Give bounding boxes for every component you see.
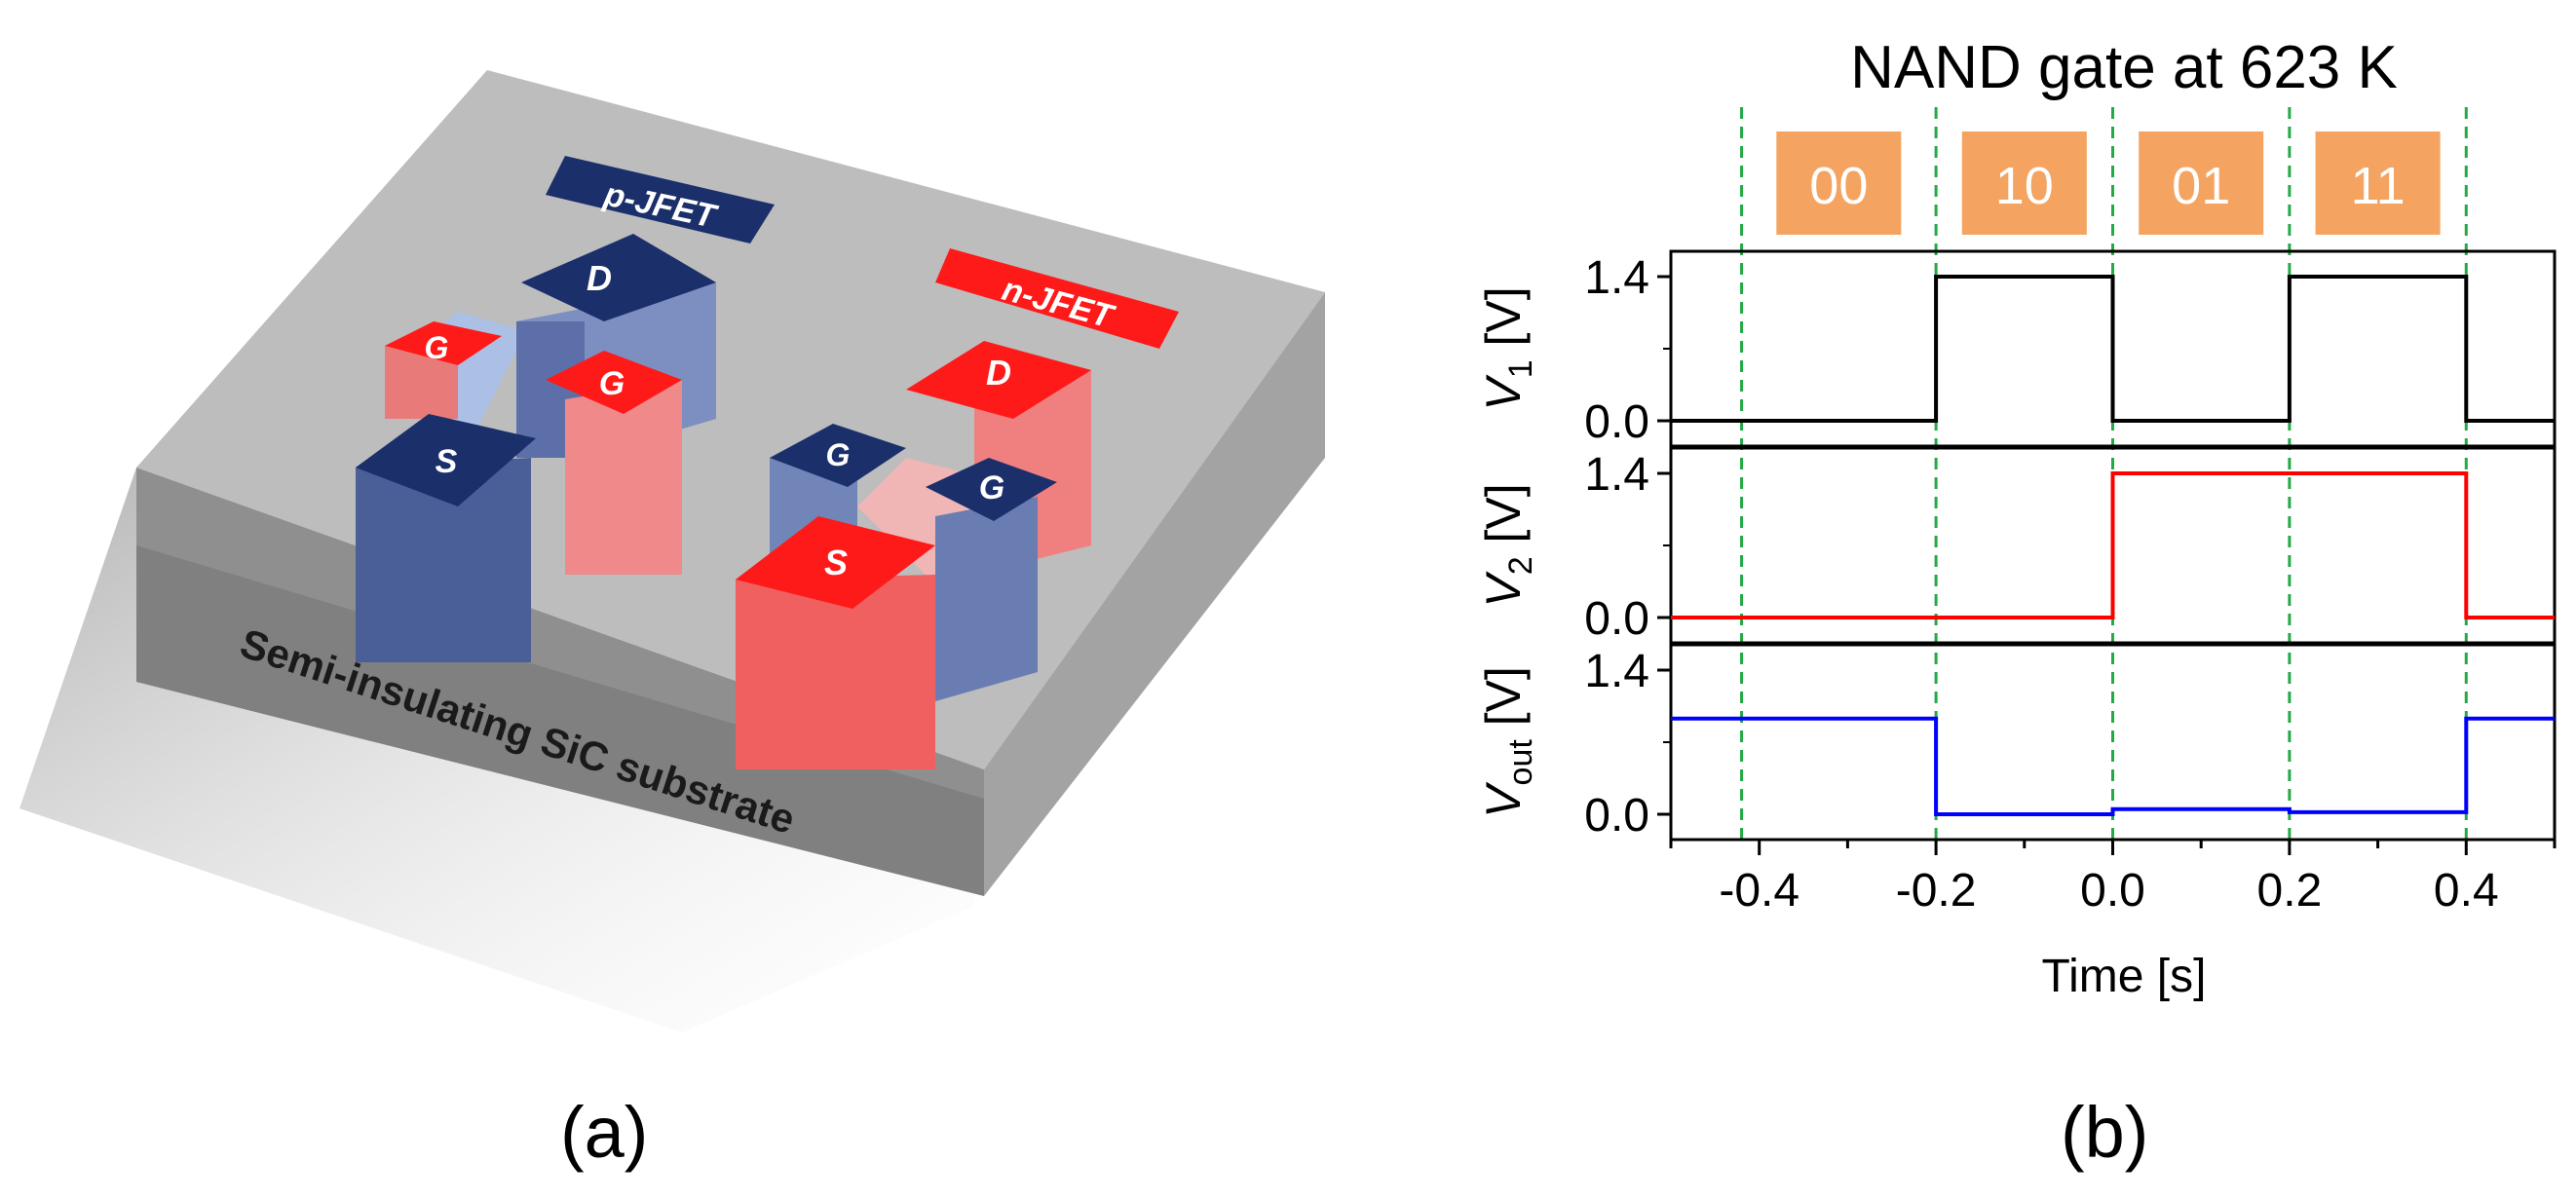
n-gate-left-label: G: [826, 437, 851, 472]
x-tick-label: -0.4: [1719, 865, 1799, 917]
x-tick-label: 0.2: [2257, 865, 2323, 917]
panel-Vout: 0.0 1.4 Vout [V]: [1476, 643, 2557, 842]
p-jfet-tag: [546, 156, 775, 244]
n-gate-left-top: [770, 424, 906, 487]
substrate-inner-shadow: [136, 545, 984, 896]
state-label-00: 00: [1809, 157, 1868, 215]
device-illustration: D G G S p-JFET D G G S n: [19, 70, 1325, 1032]
n-jfet: D G G S n-JFET: [736, 248, 1179, 769]
x-tick-label: 0.4: [2434, 865, 2499, 917]
y-tick-label-V2: 0.0: [1584, 593, 1649, 645]
y-axis-label-V1: V1 [V]: [1476, 286, 1539, 410]
n-source-side: [736, 575, 935, 769]
panel-a-label: (a): [560, 1092, 649, 1173]
state-box-11: [2315, 131, 2441, 235]
x-axis-label: Time [s]: [2042, 951, 2207, 1002]
y-tick-label-V1: 0.0: [1584, 396, 1649, 448]
state-box-00: [1776, 131, 1902, 235]
p-drain-top: [521, 234, 716, 321]
n-drain-label: D: [986, 353, 1011, 393]
p-gate-left-label: G: [425, 330, 449, 365]
p-gate-right-label: G: [599, 365, 625, 402]
panel-b-label: (b): [2061, 1092, 2149, 1173]
y-tick-label-V2: 1.4: [1584, 449, 1649, 501]
state-label-01: 01: [2172, 157, 2230, 215]
x-axis: -0.4 -0.2 0.0 0.2 0.4: [1669, 840, 2557, 917]
p-gate-left-side: [385, 346, 458, 419]
y-tick-label-Vout: 0.0: [1584, 790, 1649, 842]
series-line-Vout: [1671, 716, 2555, 816]
p-jfet: D G G S p-JFET: [356, 156, 775, 662]
y-tick-label-V1: 1.4: [1584, 252, 1649, 304]
state-box-10: [1961, 131, 2087, 235]
state-label-11: 11: [2351, 157, 2406, 215]
n-jfet-tag: [935, 248, 1179, 349]
chart-title: NAND gate at 623 K: [1850, 34, 2398, 101]
y-tick-label-Vout: 1.4: [1584, 646, 1649, 697]
nand-timing-chart: NAND gate at 623 K 00 10 01 11 0.01.4V1 [V]…: [1476, 34, 2557, 1002]
x-tick-label: -0.2: [1896, 865, 1977, 917]
panel-V2: 0.0 1.4 V2 [V]: [1476, 446, 2557, 645]
panel-V1: 0.0 1.4 V1 [V]: [1476, 249, 2557, 448]
x-tick-label: 0.0: [2080, 865, 2145, 917]
input-state-boxes: 00 10 01 11: [1776, 131, 2441, 235]
n-source-top: [736, 516, 935, 609]
n-gate-right-top: [926, 458, 1057, 521]
p-gate-left-top: [385, 321, 502, 365]
substrate-left-face: [136, 468, 984, 896]
p-gate-right-top: [546, 351, 682, 414]
y-axis-label-V2: V2 [V]: [1476, 483, 1539, 607]
n-drain-top: [906, 341, 1091, 419]
substrate-right-face: [984, 292, 1325, 896]
p-gate-right-side: [565, 380, 682, 575]
state-box-01: [2139, 131, 2264, 235]
p-drain-label: D: [587, 258, 612, 298]
n-gate-right-label: G: [979, 469, 1004, 506]
series-line-V2: [1671, 471, 2555, 619]
series-line-V1: [1671, 275, 2555, 423]
p-source-side: [356, 458, 531, 662]
state-label-10: 10: [1995, 157, 2054, 215]
y-axis-label-Vout: Vout [V]: [1476, 666, 1539, 818]
p-source-top: [356, 414, 536, 506]
n-source-label: S: [824, 543, 848, 582]
n-gate-right-side: [935, 497, 1038, 701]
p-source-label: S: [436, 443, 458, 480]
